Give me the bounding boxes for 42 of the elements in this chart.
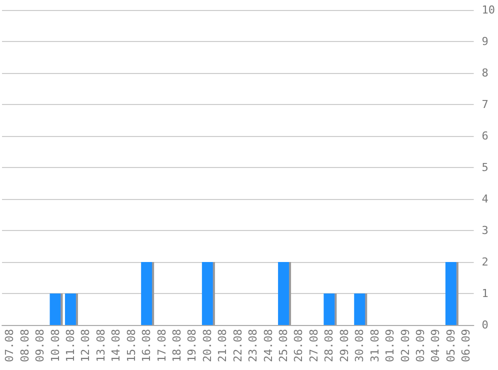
x-tick-label: 05.09 xyxy=(444,329,458,362)
x-tick-label: 01.09 xyxy=(384,329,397,362)
x-tick-label: 11.08 xyxy=(64,329,77,362)
x-tick-label: 15.08 xyxy=(124,329,138,362)
x-tick-label: 23.08 xyxy=(246,329,260,362)
x-tick-label: 18.08 xyxy=(170,329,184,362)
x-tick-label: 31.08 xyxy=(368,329,382,362)
y-tick-label: 5 xyxy=(482,161,488,174)
y-tick-label: 7 xyxy=(482,98,488,111)
x-tick-label: 08.08 xyxy=(18,329,32,362)
x-tick-label: 20.08 xyxy=(200,329,214,362)
y-tick-label: 6 xyxy=(482,130,488,142)
y-tick-label: 2 xyxy=(482,256,488,268)
x-tick-label: 25.08 xyxy=(277,329,290,362)
x-tick-label: 27.08 xyxy=(307,329,320,362)
x-tick-label: 02.09 xyxy=(398,329,412,362)
x-tick-label: 10.08 xyxy=(48,329,62,362)
x-tick-label: 16.08 xyxy=(140,329,154,362)
x-tick-label: 28.08 xyxy=(322,329,336,362)
x-tick-label: 13.08 xyxy=(94,329,108,362)
x-tick-label: 29.08 xyxy=(338,329,351,362)
y-tick-label: 1 xyxy=(482,287,488,300)
x-tick-label: 12.08 xyxy=(79,329,92,362)
y-tick-label: 0 xyxy=(482,318,488,332)
x-tick-label: 26.08 xyxy=(292,329,306,362)
x-tick-label: 09.08 xyxy=(34,329,47,362)
x-tick-label: 03.09 xyxy=(414,329,427,362)
y-tick-label: 9 xyxy=(482,35,488,48)
x-tick-label: 19.08 xyxy=(186,329,199,362)
x-tick-label: 07.08 xyxy=(3,329,16,362)
x-tick-label: 24.08 xyxy=(262,329,275,362)
y-tick-label: 4 xyxy=(482,192,489,206)
y-tick-label: 8 xyxy=(482,66,488,80)
x-tick-label: 06.09 xyxy=(460,329,473,362)
x-tick-label: 04.09 xyxy=(429,329,442,362)
x-tick-label: 22.08 xyxy=(231,329,244,362)
y-tick-label: 10 xyxy=(482,4,496,16)
x-tick-label: 21.08 xyxy=(216,329,230,362)
x-tick-label: 30.08 xyxy=(353,329,366,362)
x-tick-label: 17.08 xyxy=(155,329,168,362)
y-tick-label: 3 xyxy=(482,224,488,237)
x-tick-label: 14.08 xyxy=(110,329,123,362)
